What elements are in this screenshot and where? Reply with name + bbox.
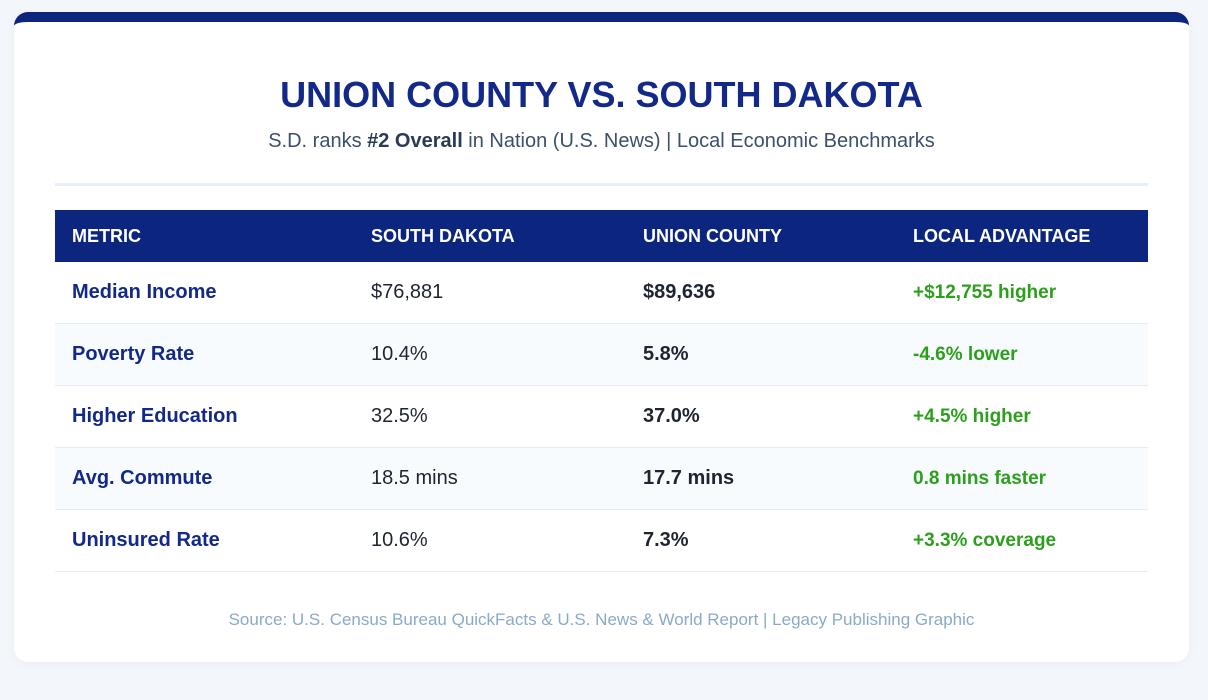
comparison-table: METRIC SOUTH DAKOTA UNION COUNTY LOCAL ADVA… bbox=[55, 210, 1148, 572]
subtitle-text: in Nation (U.S. News) | Local Economic B… bbox=[462, 130, 935, 152]
table-cell: 7.3% bbox=[626, 509, 896, 572]
table-cell: +$12,755 higher bbox=[896, 262, 1148, 324]
table-body: Median Income $76,881 $89,636 +$12,755 high… bbox=[55, 262, 1148, 572]
subtitle-bold: #2 Overall bbox=[367, 130, 463, 152]
table-cell: Uninsured Rate bbox=[55, 509, 354, 572]
table-cell: Poverty Rate bbox=[55, 323, 354, 386]
column-header: SOUTH DAKOTA bbox=[354, 210, 626, 262]
table-cell: 10.4% bbox=[354, 323, 626, 386]
table-row: Uninsured Rate 10.6% 7.3% +3.3% coverage bbox=[55, 509, 1148, 572]
table-cell: 10.6% bbox=[354, 509, 626, 572]
title: UNION COUNTY VS. SOUTH DAKOTA bbox=[280, 74, 923, 115]
table-cell: 17.7 mins bbox=[626, 447, 896, 510]
table-cell: Avg. Commute bbox=[55, 447, 354, 510]
card: UNION COUNTY VS. SOUTH DAKOTA S.D. ranks… bbox=[14, 12, 1189, 662]
table-cell: Higher Education bbox=[55, 385, 354, 448]
column-header: METRIC bbox=[55, 210, 354, 262]
table-cell: Median Income bbox=[55, 262, 354, 324]
column-header: UNION COUNTY bbox=[626, 210, 896, 262]
table-cell: 18.5 mins bbox=[354, 447, 626, 510]
table-cell: +4.5% higher bbox=[896, 385, 1148, 448]
divider bbox=[55, 183, 1148, 186]
table-cell: 0.8 mins faster bbox=[896, 447, 1148, 510]
table-row: Poverty Rate 10.4% 5.8% -4.6% lower bbox=[55, 323, 1148, 386]
table-cell: $89,636 bbox=[626, 262, 896, 324]
header-row: METRIC SOUTH DAKOTA UNION COUNTY LOCAL ADVA… bbox=[55, 210, 1148, 262]
subtitle-text: S.D. ranks bbox=[268, 130, 368, 152]
column-header: LOCAL ADVANTAGE bbox=[896, 210, 1148, 262]
table-cell: 37.0% bbox=[626, 385, 896, 448]
table-row: Avg. Commute 18.5 mins 17.7 mins 0.8 mins f… bbox=[55, 447, 1148, 510]
table-cell: -4.6% lower bbox=[896, 323, 1148, 386]
subtitle: S.D. ranks #2 Overall in Nation (U.S. Ne… bbox=[14, 130, 1189, 153]
table-cell: 32.5% bbox=[354, 385, 626, 448]
table-cell: $76,881 bbox=[354, 262, 626, 324]
table-cell: 5.8% bbox=[626, 323, 896, 386]
table-cell: +3.3% coverage bbox=[896, 509, 1148, 572]
source: Source: U.S. Census Bureau QuickFacts & … bbox=[228, 610, 975, 629]
table-row: Higher Education 32.5% 37.0% +4.5% higher bbox=[55, 385, 1148, 448]
table-row: Median Income $76,881 $89,636 +$12,755 high… bbox=[55, 262, 1148, 324]
